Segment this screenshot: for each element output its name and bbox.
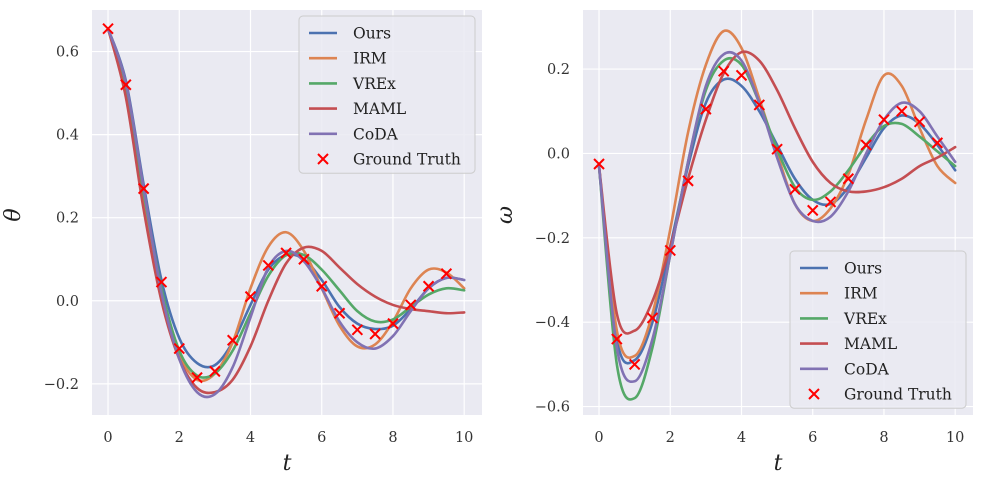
legend-label: IRM — [353, 50, 387, 68]
ground-truth-point — [664, 244, 676, 257]
legend-label: Ours — [353, 25, 391, 43]
y-tick-label: 0.4 — [56, 128, 79, 144]
y-tick-label: −0.6 — [535, 400, 570, 416]
x-tick-label: 10 — [455, 430, 473, 446]
ground-truth-point — [628, 358, 641, 371]
legend-box — [789, 250, 967, 409]
ground-truth-point — [102, 22, 114, 35]
ground-truth-point — [913, 116, 926, 128]
series-line-coda — [106, 27, 466, 399]
legend-label: Ground Truth — [353, 151, 461, 169]
y-axis-label: ω — [493, 206, 518, 224]
ground-truth-point — [333, 307, 346, 319]
x-tick-label: 8 — [879, 430, 888, 446]
ground-truth-point — [351, 324, 364, 336]
legend-label: CoDA — [844, 360, 890, 378]
y-tick-label: 0.6 — [56, 45, 79, 61]
series-line-coda — [597, 51, 957, 383]
y-tick-label: 0.2 — [56, 211, 79, 227]
y-tick-label: 0.0 — [56, 294, 79, 310]
legend-label: Ours — [844, 260, 882, 278]
ground-truth-point — [226, 334, 239, 346]
legend-box — [298, 15, 476, 174]
legend-label: CoDA — [353, 125, 399, 143]
x-tick-label: 0 — [103, 430, 112, 446]
ground-truth-point — [298, 253, 310, 265]
series-line-maml — [106, 27, 466, 395]
x-axis-label: t — [774, 451, 783, 476]
x-tick-label: 10 — [946, 430, 964, 446]
x-tick-label: 0 — [594, 430, 603, 446]
ground-truth-point — [244, 290, 257, 303]
ground-truth-point — [735, 69, 748, 82]
ground-truth-point — [860, 139, 872, 151]
ground-truth-point — [700, 103, 712, 115]
x-tick-label: 4 — [737, 430, 746, 446]
x-axis-label: t — [283, 451, 292, 476]
x-tick-label: 8 — [388, 430, 397, 446]
ground-truth-point — [931, 137, 944, 149]
ground-truth-point — [789, 183, 801, 196]
legend-label: IRM — [844, 285, 878, 303]
ground-truth-markers — [593, 65, 944, 371]
y-tick-label: −0.2 — [535, 231, 570, 247]
legend-label: MAML — [844, 335, 897, 353]
ground-truth-point — [807, 204, 819, 217]
legend-swatch-ground-truth — [808, 388, 820, 400]
x-tick-label: 4 — [246, 430, 255, 446]
ground-truth-point — [824, 196, 837, 208]
ground-truth-point — [440, 268, 453, 280]
x-tick-label: 2 — [666, 430, 675, 446]
ground-truth-point — [209, 365, 221, 378]
ground-truth-point — [753, 99, 766, 111]
ground-truth-point — [369, 328, 381, 340]
ground-truth-point — [120, 79, 132, 91]
ground-truth-point — [387, 317, 399, 330]
legend-label: Ground Truth — [844, 386, 952, 404]
chart-panel-2: 0 2 4 6 8 10 −0.6 −0.4 −0.2 0.0 0.2 t ω Ours IRM VREx MA… — [493, 10, 973, 476]
y-axis-label: θ — [1, 208, 26, 221]
series-lines — [597, 29, 957, 401]
ground-truth-point — [878, 113, 890, 126]
ground-truth-point — [262, 259, 275, 272]
ground-truth-point — [682, 175, 694, 187]
x-tick-label: 2 — [175, 430, 184, 446]
ground-truth-point — [422, 280, 435, 292]
series-line-maml — [597, 50, 957, 335]
chart-panel-1: 0 2 4 6 8 10 −0.2 0.0 0.2 0.4 0.6 t θ Ours IRM VREx MAML… — [1, 10, 482, 476]
ground-truth-point — [191, 371, 203, 384]
y-tick-label: 0.0 — [547, 146, 570, 162]
legend-label: VREx — [352, 75, 396, 93]
ground-truth-point — [646, 312, 659, 324]
y-tick-label: −0.2 — [44, 377, 79, 393]
x-tick-label: 6 — [808, 430, 817, 446]
ground-truth-point — [842, 173, 855, 185]
ground-truth-point — [173, 342, 185, 355]
legend-label: MAML — [353, 100, 406, 118]
ground-truth-point — [316, 280, 328, 292]
ground-truth-point — [896, 105, 908, 117]
legend: Ours IRM VREx MAML CoDA Ground Truth — [298, 15, 476, 174]
ground-truth-point — [611, 333, 623, 345]
ground-truth-point — [405, 299, 417, 311]
y-tick-label: 0.2 — [547, 62, 570, 78]
ground-truth-point — [771, 143, 783, 155]
ground-truth-point — [717, 65, 730, 77]
ground-truth-markers — [102, 22, 453, 384]
ground-truth-point — [280, 247, 292, 259]
legend-label: VREx — [843, 310, 887, 328]
y-tick-label: −0.4 — [535, 315, 570, 331]
ground-truth-point — [155, 276, 168, 288]
legend-swatch-ground-truth — [317, 153, 329, 165]
legend: Ours IRM VREx MAML CoDA Ground Truth — [789, 250, 967, 409]
ground-truth-point — [137, 182, 150, 195]
ground-truth-point — [593, 158, 605, 170]
x-tick-label: 6 — [317, 430, 326, 446]
